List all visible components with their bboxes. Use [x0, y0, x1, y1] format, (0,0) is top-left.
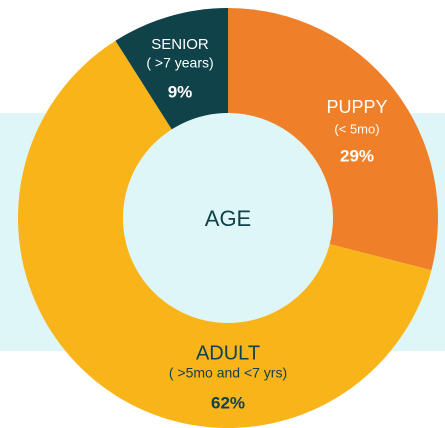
labels: PUPPY (< 5mo) 29% ADULT( >5mo and <7 yrs) 62… — [146, 36, 387, 413]
slice-label: SENIOR — [151, 36, 209, 53]
slice-label: ADULT — [196, 342, 260, 364]
slice-sublabel: ( >5mo and <7 yrs) — [169, 365, 287, 381]
donut-hole — [123, 113, 333, 323]
value-label: 62% — [211, 393, 245, 412]
slice-label: PUPPY — [326, 97, 387, 117]
slice-sublabel: ( >7 years) — [146, 55, 213, 71]
value-label: 9% — [168, 82, 193, 101]
slice-sublabel: (< 5mo) — [334, 121, 379, 136]
center-label: AGE — [205, 206, 251, 231]
value-label: 29% — [340, 146, 374, 165]
